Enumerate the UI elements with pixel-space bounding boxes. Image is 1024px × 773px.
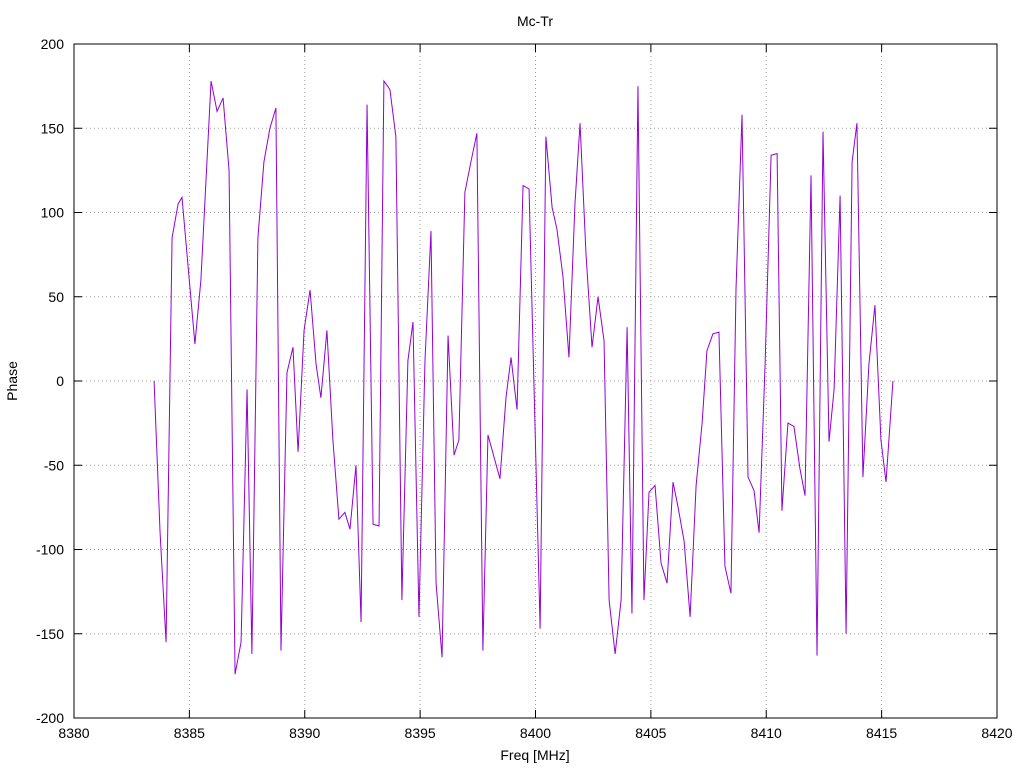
chart-title: Mc-Tr	[517, 13, 553, 29]
x-tick-label: 8420	[981, 725, 1012, 741]
x-tick-label: 8380	[58, 725, 89, 741]
x-tick-label: 8410	[751, 725, 782, 741]
y-tick-label: 100	[41, 205, 65, 221]
y-tick-label: 0	[56, 373, 64, 389]
data-line	[153, 79, 894, 675]
x-tick-label: 8390	[289, 725, 320, 741]
plot-frame	[73, 43, 998, 719]
y-axis-label: Phase	[4, 361, 20, 401]
x-tick-label: 8385	[174, 725, 205, 741]
x-axis-label: Freq [MHz]	[500, 747, 569, 763]
x-tick-label: 8395	[405, 725, 436, 741]
x-tick-label: 8415	[866, 725, 897, 741]
x-tick-label: 8405	[635, 725, 666, 741]
y-tick-label: 200	[41, 36, 65, 52]
y-tick-label: 150	[41, 120, 65, 136]
y-tick-label: -150	[36, 626, 64, 642]
y-tick-label: -50	[44, 457, 64, 473]
y-tick-label: 50	[48, 289, 64, 305]
y-tick-label: -200	[36, 710, 64, 726]
y-tick-label: -100	[36, 542, 64, 558]
x-tick-label: 8400	[520, 725, 551, 741]
